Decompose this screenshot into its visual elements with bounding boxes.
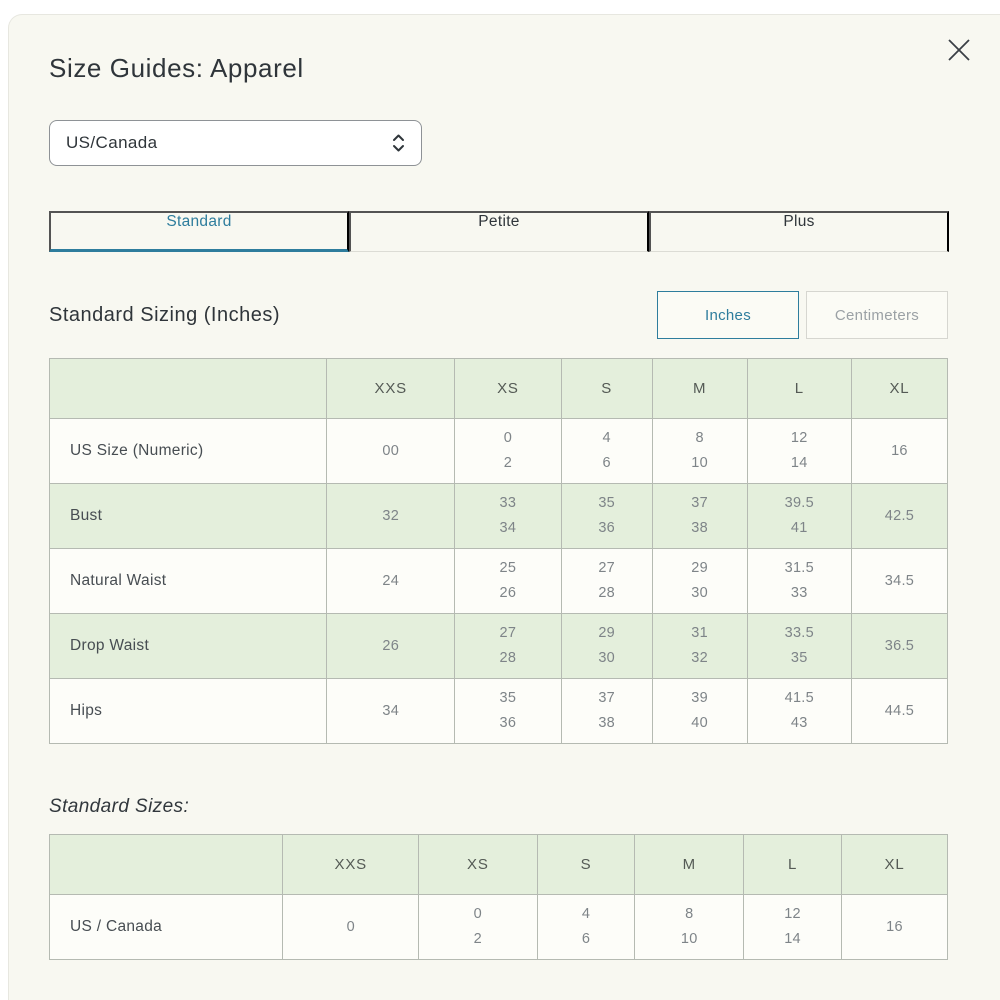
table-cell: 39 40 (651, 678, 748, 744)
tab-plus-label: Plus (783, 213, 815, 230)
table-cell: 35 36 (560, 483, 653, 549)
table-header-row: XXS XS S M L XL (48, 834, 948, 895)
table-cell: 27 28 (453, 613, 562, 679)
table-cell: 29 30 (560, 613, 653, 679)
tab-plus[interactable]: Plus (649, 211, 949, 252)
size-guide-modal: Size Guides: Apparel US/Canada Standard … (8, 14, 1000, 1000)
table-cell: 41.5 43 (746, 678, 852, 744)
column-header: L (746, 358, 852, 419)
table-cell: 36.5 (850, 613, 949, 679)
inches-button-label: Inches (705, 306, 751, 324)
table-cell: 34.5 (850, 548, 949, 614)
table-cell: 0 (282, 894, 420, 960)
table-cell: 39.5 41 (746, 483, 852, 549)
page-title: Size Guides: Apparel (49, 53, 304, 83)
table-cell: 25 26 (453, 548, 562, 614)
table-row: US / Canada 0 0 2 4 6 8 10 12 14 16 (48, 894, 948, 960)
column-header: XS (453, 358, 562, 419)
table-cell: 8 10 (651, 418, 748, 484)
size-guide-tabs: Standard Petite Plus (49, 211, 949, 252)
table-cell: 32 (326, 483, 455, 549)
table-cell: 8 10 (634, 894, 745, 960)
close-icon (945, 36, 973, 64)
table-cell: 16 (850, 418, 949, 484)
column-header: XS (418, 834, 538, 895)
standard-sizing-table: XXS XS S M L XL US Size (Numeric) 00 0 2 4 6 8 10 12 14… (48, 358, 949, 744)
column-header: M (634, 834, 745, 895)
column-header (48, 834, 284, 895)
table-cell: 31 32 (651, 613, 748, 679)
region-select-value: US/Canada (66, 133, 158, 152)
table-row: Natural Waist 24 25 26 27 28 29 30 31.5 33 34.5 (48, 548, 949, 614)
tab-petite[interactable]: Petite (349, 211, 649, 252)
table-header-row: XXS XS S M L XL (48, 358, 949, 419)
table-cell: 44.5 (850, 678, 949, 744)
column-header: M (651, 358, 748, 419)
table-cell: 33.5 35 (746, 613, 852, 679)
centimeters-button[interactable]: Centimeters (806, 291, 948, 339)
table-cell: 37 38 (651, 483, 748, 549)
table-row: Drop Waist 26 27 28 29 30 31 32 33.5 35 36.5 (48, 613, 949, 679)
up-down-chevron-icon (390, 131, 407, 155)
row-label: Natural Waist (48, 548, 328, 614)
row-label: Bust (48, 483, 328, 549)
table-cell: 37 38 (560, 678, 653, 744)
table-cell: 00 (326, 418, 455, 484)
row-label: US / Canada (48, 894, 284, 960)
column-header: XXS (326, 358, 455, 419)
centimeters-button-label: Centimeters (834, 306, 920, 324)
column-header: XXS (282, 834, 420, 895)
tab-standard-label: Standard (166, 213, 232, 230)
table-cell: 42.5 (850, 483, 949, 549)
inches-button[interactable]: Inches (657, 291, 799, 339)
tab-petite-label: Petite (478, 213, 520, 230)
section-header: Standard Sizing (Inches) Inches Centimet… (49, 291, 948, 339)
table-cell: 27 28 (560, 548, 653, 614)
size-table: XXS XS S M L XL US Size (Numeric) 00 0 2 4 6 8 10 12 14… (48, 358, 949, 744)
unit-toggle: Inches Centimeters (657, 291, 948, 339)
table-cell: 35 36 (453, 678, 562, 744)
tab-standard[interactable]: Standard (49, 211, 349, 252)
region-select[interactable]: US/Canada (49, 120, 422, 166)
size-table: XXS XS S M L XL US / Canada 0 0 2 4 6 8 10 12 14 16 (48, 834, 948, 960)
section-title: Standard Sizing (Inches) (49, 303, 281, 326)
column-header: S (560, 358, 653, 419)
table-cell: 29 30 (651, 548, 748, 614)
column-header: XL (850, 358, 949, 419)
close-button[interactable] (944, 35, 974, 65)
standard-sizes-heading: Standard Sizes: (49, 796, 190, 817)
table-cell: 34 (326, 678, 455, 744)
row-label: US Size (Numeric) (48, 418, 328, 484)
column-header: S (536, 834, 636, 895)
column-header: XL (841, 834, 948, 895)
standard-sizes-table: XXS XS S M L XL US / Canada 0 0 2 4 6 8 10 12 14 16 (48, 834, 948, 960)
row-label: Drop Waist (48, 613, 328, 679)
column-header (48, 358, 328, 419)
table-row: US Size (Numeric) 00 0 2 4 6 8 10 12 14 16 (48, 418, 949, 484)
table-cell: 33 34 (453, 483, 562, 549)
table-cell: 24 (326, 548, 455, 614)
table-cell: 16 (841, 894, 948, 960)
table-row: Hips 34 35 36 37 38 39 40 41.5 43 44.5 (48, 678, 949, 744)
row-label: Hips (48, 678, 328, 744)
table-cell: 12 14 (746, 418, 852, 484)
table-cell: 31.5 33 (746, 548, 852, 614)
table-cell: 12 14 (743, 894, 842, 960)
column-header: L (743, 834, 842, 895)
table-cell: 26 (326, 613, 455, 679)
table-row: Bust 32 33 34 35 36 37 38 39.5 41 42.5 (48, 483, 949, 549)
